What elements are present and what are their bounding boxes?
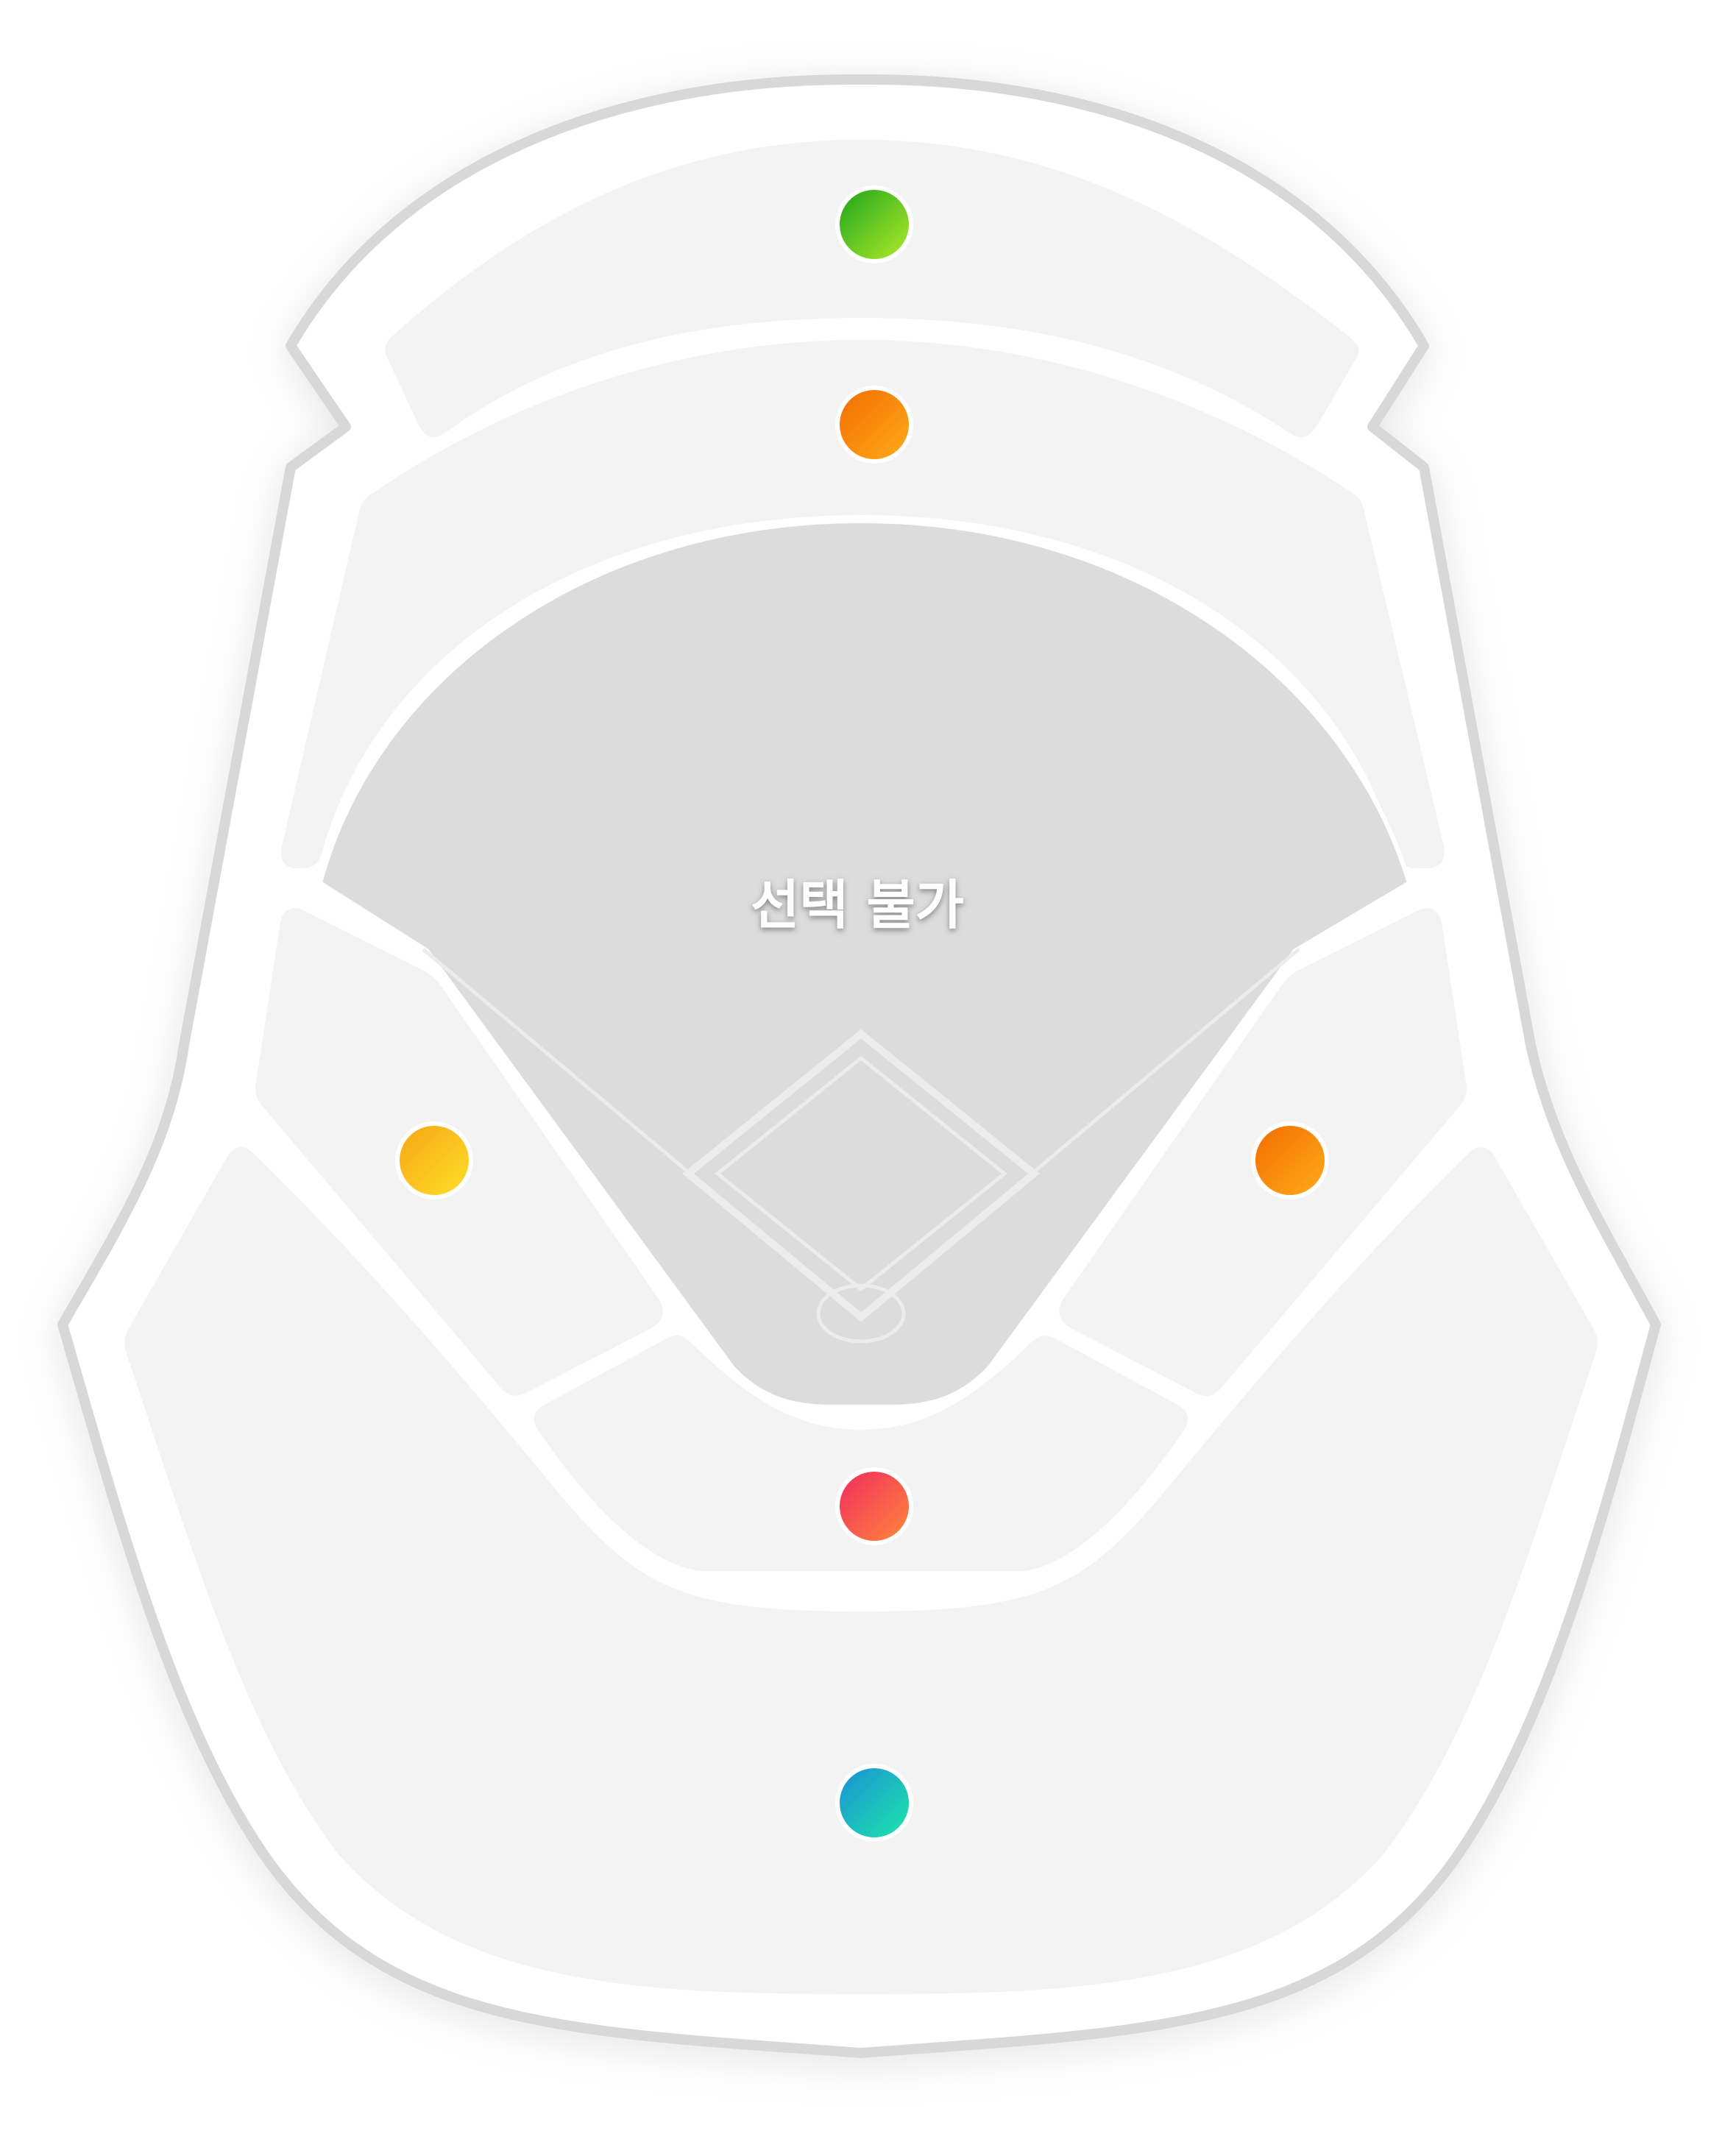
field-label: 선택 불가 (751, 874, 964, 936)
playing-field (317, 518, 1412, 1410)
zone-marker-left-infield[interactable] (395, 1121, 473, 1199)
zone-marker-outfield-upper[interactable] (835, 185, 913, 263)
diamond (422, 948, 1300, 1344)
zone-marker-home-outer[interactable] (835, 1764, 913, 1842)
section-home-outer[interactable] (124, 1146, 1598, 1994)
section-outfield-lower[interactable] (281, 340, 1445, 868)
section-home-box[interactable] (534, 1335, 1188, 1571)
zone-marker-right-infield[interactable] (1251, 1121, 1329, 1199)
zone-marker-outfield-lower[interactable] (835, 386, 913, 464)
section-outfield-upper[interactable] (385, 140, 1359, 438)
zone-marker-home-box[interactable] (835, 1467, 913, 1545)
